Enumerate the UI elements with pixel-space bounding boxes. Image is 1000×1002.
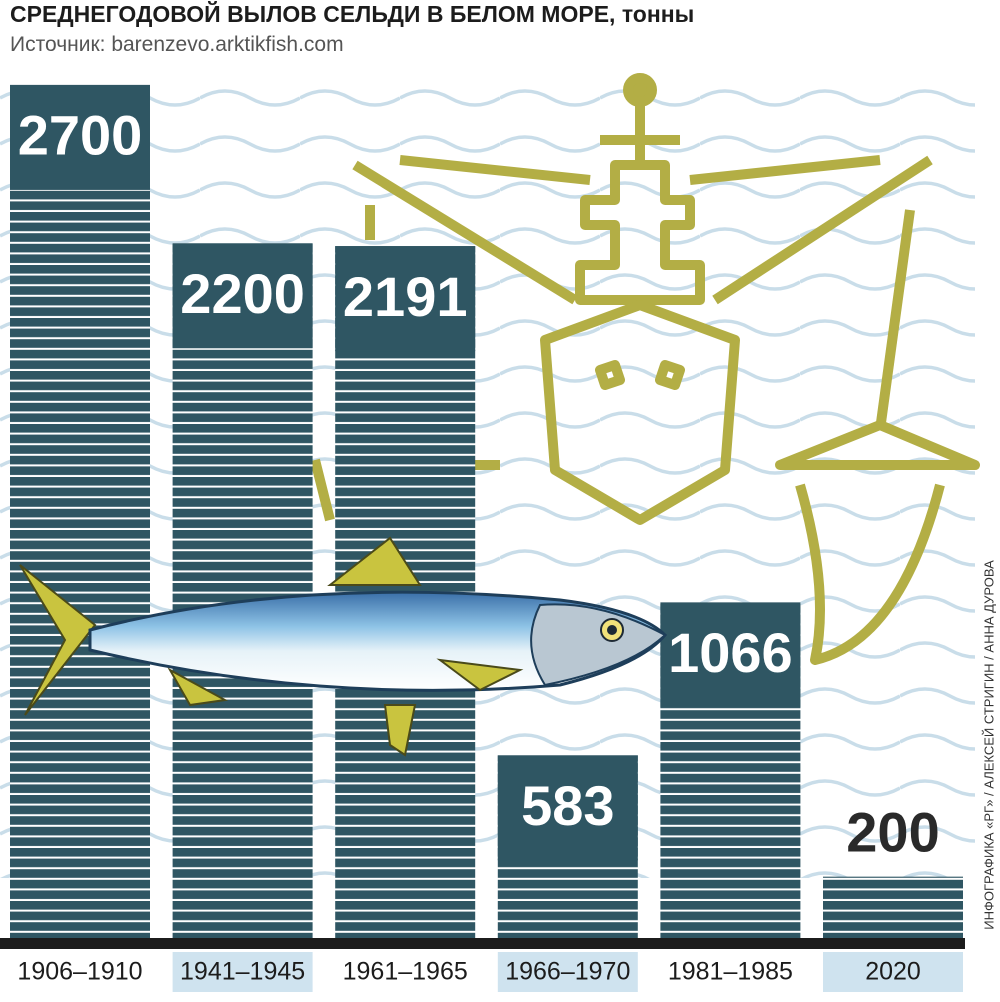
label-box bbox=[335, 246, 476, 352]
value-label: 2200 bbox=[180, 262, 305, 325]
category-band bbox=[823, 952, 963, 992]
fish-illustration bbox=[19, 536, 668, 757]
x-tick-label: 2020 bbox=[865, 958, 921, 986]
value-label: 200 bbox=[846, 800, 939, 863]
bars: 2700 2200 2191 583 1066 200 bbox=[10, 84, 963, 941]
label-box bbox=[10, 84, 150, 190]
value-label: 583 bbox=[521, 774, 614, 837]
x-tick-label: 1966–1970 bbox=[505, 958, 630, 986]
decoration bbox=[0, 73, 980, 878]
chart-title: СРЕДНЕГОДОВОЙ ВЫЛОВ СЕЛЬДИ В БЕЛОМ МОРЕ,… bbox=[10, 0, 694, 27]
x-tick-label: 1961–1965 bbox=[343, 958, 468, 986]
value-label: 2700 bbox=[18, 104, 143, 167]
label-box bbox=[172, 243, 313, 349]
bar bbox=[823, 876, 963, 940]
chart-subtitle: Источник: barenzevo.arktikfish.com bbox=[10, 33, 344, 56]
x-tick-label: 1981–1985 bbox=[668, 958, 793, 986]
bar bbox=[10, 84, 150, 940]
label-box bbox=[497, 755, 638, 861]
value-label: 2191 bbox=[343, 265, 468, 328]
bar bbox=[172, 243, 313, 940]
baseline bbox=[0, 938, 965, 949]
label-box bbox=[660, 602, 801, 708]
x-tick-label: 1941–1945 bbox=[180, 958, 305, 986]
category-band bbox=[172, 952, 313, 992]
category-band bbox=[497, 952, 638, 992]
value-label: 1066 bbox=[668, 621, 793, 684]
x-tick-label: 1906–1910 bbox=[17, 958, 142, 986]
credit: ИНФОГРАФИКА «РГ» / АЛЕКСЕЙ СТРИГИН / АНН… bbox=[981, 560, 996, 930]
